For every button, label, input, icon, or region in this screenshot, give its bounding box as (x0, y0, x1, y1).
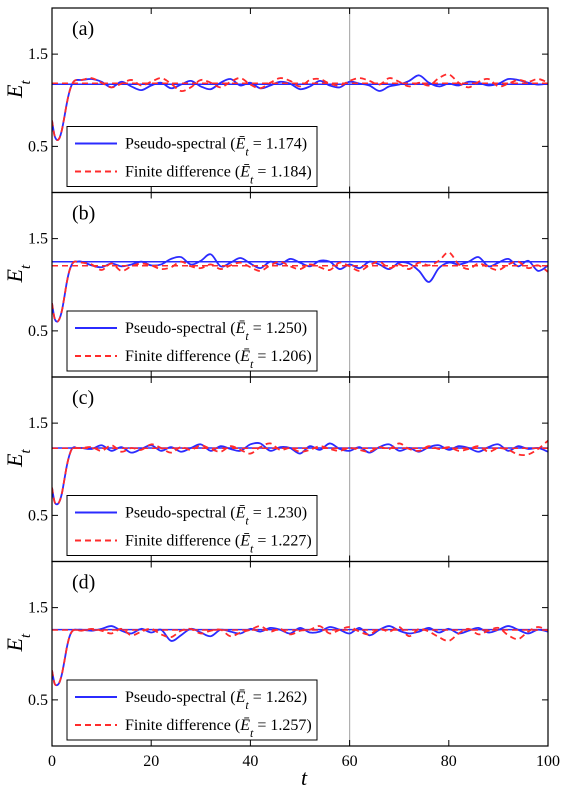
legend-box (66, 310, 318, 372)
y-axis-label-subscript: t (18, 80, 34, 85)
legend-symbol: Ē (239, 348, 250, 365)
series-line-finite-difference (52, 625, 548, 687)
legend-symbol: Ē (235, 320, 246, 337)
legend-mean-value: = 1.250) (249, 320, 307, 337)
y-axis-label-subscript: t (18, 449, 34, 454)
legend-symbol: Ē (235, 689, 246, 706)
legend-symbol-subscript: t (250, 542, 254, 556)
legend-symbol-subscript: t (245, 514, 249, 528)
panel-d: 0.5 1.5 Et (d) Pseudo-spectral (Ēt = 1.262)F… (2, 560, 549, 747)
legend-symbol-subscript: t (245, 329, 249, 343)
legend-symbol: Ē (239, 717, 250, 734)
plot-area (52, 439, 548, 506)
axes-frame (51, 560, 549, 747)
legend-mean-value: = 1.206) (253, 348, 311, 365)
y-tick-label: 1.5 (28, 600, 48, 617)
plot-area (52, 251, 548, 323)
y-tick-label: 0.5 (28, 507, 48, 524)
series-line-finite-difference (52, 439, 548, 506)
y-tick-label: 0.5 (28, 323, 48, 340)
legend: Pseudo-spectral (Ēt = 1.230)Finite diffe… (66, 495, 318, 556)
panel-label: (b) (72, 203, 95, 225)
y-tick-label: 0.5 (28, 138, 48, 155)
panel-c: 0.5 1.5 Et (c) Pseudo-spectral (Ēt = 1.230)F… (2, 376, 549, 563)
legend-mean-value: = 1.227) (253, 533, 311, 550)
y-axis-label: Et (2, 633, 34, 652)
legend: Pseudo-spectral (Ēt = 1.174)Finite diffe… (66, 126, 318, 187)
panel-label: (d) (72, 572, 95, 594)
legend-box (66, 679, 318, 741)
y-axis-label: Et (2, 264, 34, 283)
legend-mean-value: = 1.262) (249, 689, 307, 706)
y-axis-label: Et (2, 449, 34, 468)
plot-area (52, 625, 548, 687)
plot-area (52, 73, 548, 141)
legend-mean-value: = 1.174) (249, 136, 307, 153)
panel-label: (c) (72, 387, 94, 409)
panels: 0.5 1.5 Et (a) Pseudo-spectral (Ēt = 1.174)F… (2, 7, 549, 747)
x-tick-label: 60 (342, 753, 358, 770)
legend-box (66, 126, 318, 187)
legend-symbol-subscript: t (250, 357, 254, 371)
panel-a: 0.5 1.5 Et (a) Pseudo-spectral (Ēt = 1.174)F… (2, 7, 549, 194)
x-axis-label: t (301, 765, 308, 790)
x-tick-label: 100 (536, 753, 560, 770)
panel-b: 0.5 1.5 Et (b) Pseudo-spectral (Ēt = 1.250)F… (2, 191, 549, 378)
legend-mean-value: = 1.184) (253, 164, 311, 181)
x-tick-label: 40 (242, 753, 258, 770)
legend-symbol-subscript: t (245, 698, 249, 712)
legend-symbol: Ē (235, 505, 246, 522)
panel-label: (a) (72, 18, 94, 40)
series-line-finite-difference (52, 251, 548, 323)
legend-symbol: Ē (239, 533, 250, 550)
y-axis-label-subscript: t (18, 633, 34, 638)
legend-symbol: Ē (235, 136, 246, 153)
legend-symbol-subscript: t (245, 145, 249, 159)
legend-mean-value: = 1.230) (249, 505, 307, 522)
y-axis-label-subscript: t (18, 264, 34, 269)
series-line-pseudo-spectral (52, 625, 548, 687)
y-tick-label: 0.5 (28, 692, 48, 709)
y-tick-label: 1.5 (28, 415, 48, 432)
x-tick-label: 20 (143, 753, 159, 770)
legend-symbol-subscript: t (250, 726, 254, 740)
legend-mean-value: = 1.257) (253, 717, 311, 734)
y-tick-label: 1.5 (28, 46, 48, 63)
y-tick-label: 1.5 (28, 231, 48, 248)
legend: Pseudo-spectral (Ēt = 1.262)Finite diffe… (66, 679, 318, 741)
legend-box (66, 495, 318, 556)
y-axis-label: Et (2, 80, 34, 99)
legend-symbol-subscript: t (250, 173, 254, 187)
legend-symbol: Ē (239, 164, 250, 181)
series-line-finite-difference (52, 73, 548, 141)
x-tick-label: 0 (48, 753, 56, 770)
legend: Pseudo-spectral (Ēt = 1.250)Finite diffe… (66, 310, 318, 372)
x-tick-label: 80 (441, 753, 457, 770)
x-axis-labels: 0 20 40 60 80 100 (48, 753, 560, 770)
